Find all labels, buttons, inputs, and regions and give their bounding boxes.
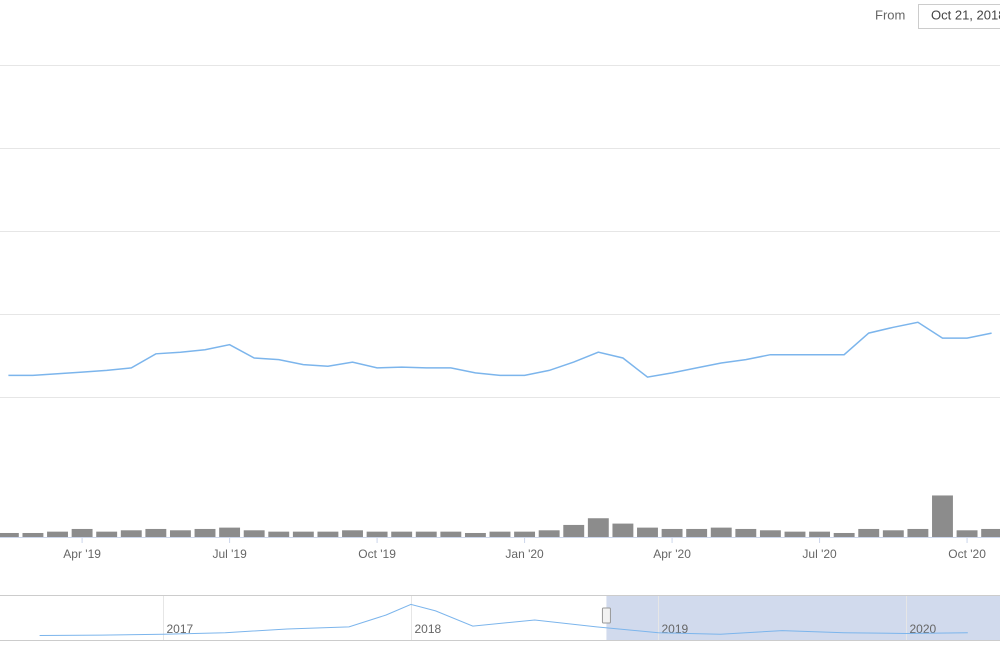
price-line [8,321,992,378]
volume-bar [981,528,1000,537]
volume-bar [96,531,118,537]
volume-bar [415,531,437,537]
volume-bar [809,531,831,537]
volume-bar [47,531,68,537]
volume-bar [563,524,585,537]
volume-bar [784,531,806,537]
volume-bar [514,531,536,537]
navigator-tick-label: 2020 [910,622,937,636]
volume-bar [292,531,314,537]
navigator-mask [606,595,1000,640]
volume-bar [759,530,781,537]
volume-bar [735,528,757,537]
volume-bar [169,530,191,537]
from-input[interactable] [918,4,1000,29]
volume-bar [956,530,978,537]
volume-bar [317,531,339,537]
volume-bar [489,531,511,537]
navigator-tick-label: 2019 [662,622,689,636]
x-tick-label: Apr '20 [653,547,691,561]
volume-bar [464,532,486,537]
from-label: From [875,7,905,22]
volume-bar [612,523,634,537]
volume-bar [833,532,855,537]
x-tick-label: Oct '19 [358,547,396,561]
volume-bar [71,528,93,537]
navigator-tick-label: 2017 [167,622,194,636]
volume-bar [858,528,880,537]
volume-bar [710,527,732,537]
volume-bar [882,530,904,537]
x-tick-label: Oct '20 [948,547,986,561]
volume-bar [22,532,44,537]
volume-bar [907,528,929,537]
volume-bar [661,528,683,537]
volume-bar [243,530,265,537]
navigator-tick-label: 2018 [415,622,442,636]
volume-bar [145,528,167,537]
x-tick-label: Jul '19 [212,547,247,561]
volume-bar [342,530,363,537]
volume-bar [194,528,216,537]
volume-bar [366,531,388,537]
navigator-handle [601,607,611,624]
volume-bar [391,531,413,537]
volume-bar [587,518,609,537]
x-tick-label: Apr '19 [63,547,101,561]
volume-bar [440,531,462,537]
volume-bar [120,530,142,537]
volume-bar [686,528,708,537]
volume-bar [0,532,19,537]
volume-bar [538,530,560,537]
x-tick-label: Jul '20 [802,547,837,561]
volume-bar [219,527,241,537]
volume-bar [932,495,953,537]
navigator-line [39,603,968,636]
from-input-text[interactable]: Oct 21, 2018 [931,7,1000,22]
x-tick-label: Jan '20 [505,547,544,561]
volume-bar [637,527,658,537]
volume-bar [268,531,290,537]
